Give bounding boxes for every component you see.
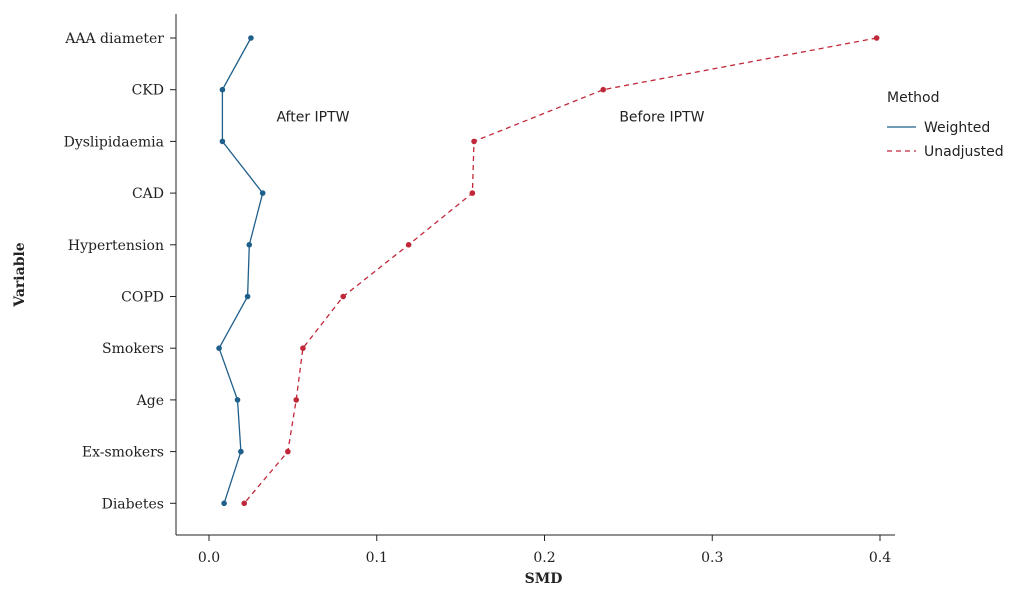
data-point [244, 293, 251, 300]
data-point [241, 500, 248, 507]
series-line-weighted [218, 37, 264, 504]
legend: Method Weighted Unadjusted [887, 90, 1004, 160]
y-tick-label: COPD [121, 290, 164, 306]
data-point [221, 500, 227, 507]
x-axis-ticks: 0.0 0.1 0.2 0.3 0.4 [198, 535, 891, 566]
data-point [216, 345, 222, 352]
x-tick-label: 0.4 [869, 550, 891, 566]
data-point [405, 242, 412, 248]
series-line-unadjusted [243, 37, 877, 504]
y-tick-label: AAA diameter [64, 31, 164, 47]
series-layer [216, 35, 880, 507]
y-tick-label: Smokers [102, 341, 164, 357]
annotation-label: Before IPTW [619, 110, 704, 126]
y-tick-label: CKD [132, 83, 164, 99]
y-axis-title: Variable [12, 242, 28, 308]
y-axis-ticks: AAA diameter CKD Dyslipidaemia CAD Hypertens… [64, 31, 176, 512]
data-point [469, 190, 476, 196]
x-axis-title: SMD [525, 571, 563, 587]
y-tick-label: Hypertension [68, 238, 164, 254]
data-point [248, 35, 254, 41]
data-point [285, 448, 291, 455]
annotation-label: After IPTW [276, 110, 349, 126]
data-point [219, 138, 226, 145]
y-tick-label: Age [136, 393, 164, 409]
data-point [600, 86, 607, 93]
annotations: After IPTW Before IPTW [276, 110, 704, 126]
legend-title: Method [887, 90, 940, 106]
x-tick-label: 0.1 [366, 550, 388, 566]
data-point [234, 397, 241, 403]
data-point [471, 138, 477, 145]
y-tick-label: Dyslipidaemia [64, 134, 164, 150]
data-point [340, 293, 347, 300]
axes [175, 14, 895, 536]
series-weighted [216, 35, 266, 507]
data-point [238, 448, 244, 455]
y-tick-label: CAD [132, 186, 164, 202]
x-tick-label: 0.2 [533, 550, 555, 566]
y-tick-label: Diabetes [102, 496, 164, 512]
legend-label: Weighted [924, 120, 990, 136]
data-point [219, 86, 226, 93]
data-point [873, 35, 880, 41]
series-unadjusted [241, 35, 880, 507]
y-tick-label: Ex-smokers [82, 445, 164, 461]
data-point [293, 397, 300, 403]
x-tick-label: 0.0 [198, 550, 220, 566]
data-point [259, 190, 266, 196]
legend-label: Unadjusted [924, 144, 1004, 160]
data-point [246, 242, 253, 248]
x-tick-label: 0.3 [701, 550, 723, 566]
data-point [300, 345, 306, 352]
